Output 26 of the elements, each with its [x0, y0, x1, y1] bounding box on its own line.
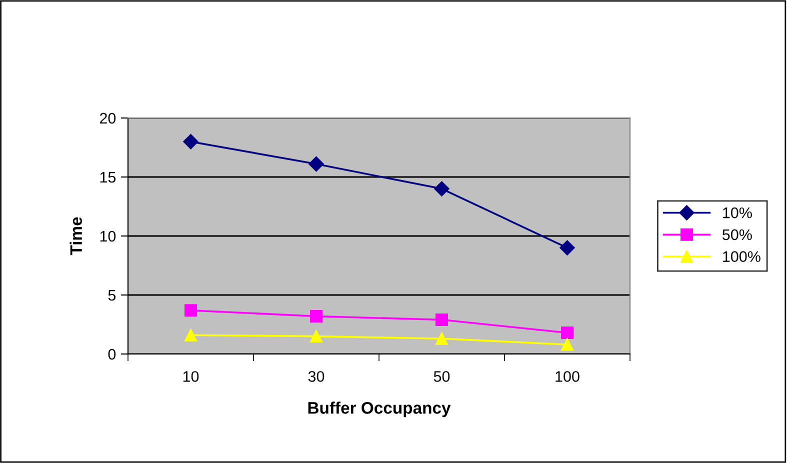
- legend-label: 100%: [723, 251, 760, 262]
- point: [560, 240, 575, 256]
- y-tick-label: 15: [100, 172, 116, 183]
- x-tick-label: 30: [308, 371, 324, 382]
- point: [308, 156, 324, 172]
- point: [561, 326, 574, 340]
- y-tick-label: 0: [108, 348, 116, 360]
- point: [183, 134, 198, 150]
- x-tick-label: 50: [434, 371, 450, 382]
- point: [310, 330, 322, 343]
- x-axis-title: Buffer Occupancy: [308, 402, 451, 418]
- point: [310, 310, 322, 322]
- point: [436, 332, 448, 345]
- point: [184, 328, 197, 342]
- point: [434, 181, 450, 196]
- y-axis-title: Time: [70, 217, 82, 256]
- x-tick-label: 100: [556, 371, 580, 382]
- point: [184, 304, 197, 317]
- point: [561, 338, 574, 351]
- y-tick-label: 20: [100, 112, 116, 124]
- x-tick-label: 10: [183, 371, 199, 382]
- legend-label: 50%: [722, 229, 752, 240]
- point: [436, 314, 448, 326]
- y-tick-label: 5: [108, 290, 116, 301]
- y-tick-label: 10: [100, 230, 116, 242]
- legend-label: 10%: [723, 207, 752, 218]
